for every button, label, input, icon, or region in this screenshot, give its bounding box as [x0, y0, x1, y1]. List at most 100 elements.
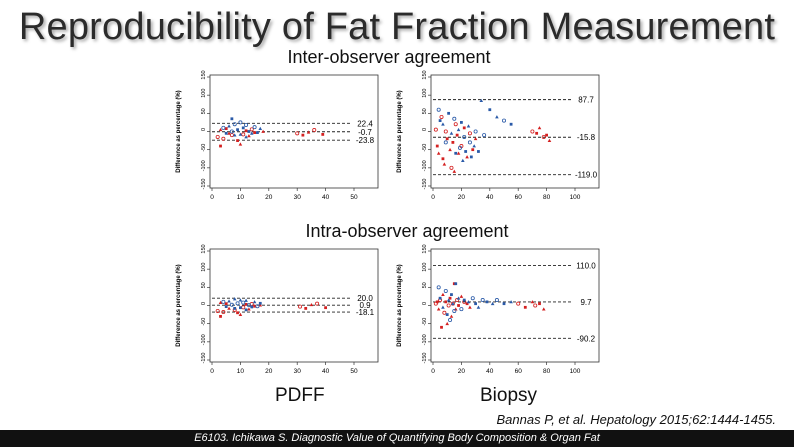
y-tick-label: 50 [201, 108, 207, 114]
footer-bar: E6103. Ichikawa S. Diagnostic Value of Q… [0, 430, 794, 447]
data-point [457, 145, 462, 150]
chart-inter-biopsy: -150 -100 -50 0 50 100 150 0 20 40 60 80 100 Differen… [397, 70, 600, 201]
y-tick-label: 50 [422, 108, 428, 114]
data-point [221, 299, 226, 304]
x-tick-label: 0 [431, 368, 435, 375]
data-point [241, 300, 246, 305]
data-point [452, 116, 457, 121]
data-point [452, 169, 457, 173]
data-point [455, 133, 459, 137]
data-point [538, 302, 541, 306]
data-point [236, 128, 239, 132]
data-point [256, 131, 259, 134]
data-point [219, 144, 222, 148]
x-tick-label: 40 [322, 368, 330, 375]
data-point [255, 304, 260, 309]
data-point [253, 304, 256, 308]
data-point [227, 124, 231, 128]
data-point [295, 131, 300, 136]
data-point [261, 129, 265, 133]
data-point [229, 129, 234, 134]
data-point [436, 107, 441, 112]
data-point [298, 304, 303, 309]
y-tick-label: 100 [422, 263, 428, 272]
data-point [471, 148, 475, 152]
y-tick-label: -50 [422, 144, 428, 152]
data-point [443, 129, 448, 134]
data-point [541, 307, 546, 311]
data-point [227, 131, 231, 135]
y-tick-label: 0 [422, 128, 428, 131]
y-tick-label: 150 [422, 70, 428, 79]
x-tick-label: 40 [486, 194, 494, 201]
data-point [229, 133, 234, 138]
data-point [238, 132, 243, 136]
data-point [258, 303, 263, 307]
data-point [238, 142, 243, 146]
data-point [535, 131, 539, 135]
x-tick-label: 100 [570, 194, 581, 201]
data-point [448, 296, 452, 300]
y-tick-label: 100 [422, 89, 428, 98]
data-point [488, 108, 492, 112]
data-point [445, 137, 449, 141]
data-point [433, 301, 438, 306]
x-tick-label: 20 [458, 368, 466, 375]
data-point [473, 129, 478, 134]
y-tick-label: 50 [201, 282, 207, 288]
data-point [442, 162, 447, 166]
data-point [221, 136, 226, 141]
data-point [444, 300, 448, 304]
data-point [219, 315, 222, 318]
data-point [462, 126, 466, 130]
data-point [321, 133, 325, 136]
data-point [445, 313, 449, 316]
data-point [241, 305, 246, 310]
y-tick-label: 150 [201, 70, 207, 79]
data-point [247, 134, 251, 138]
x-tick-label: 100 [570, 368, 581, 375]
y-tick-label: -150 [422, 352, 428, 363]
x-tick-label: 30 [294, 368, 302, 375]
data-point [530, 129, 535, 134]
x-tick-label: 10 [237, 368, 245, 375]
intra-observer-heading: Intra-observer agreement [305, 221, 509, 241]
y-tick-label: -150 [201, 352, 207, 363]
data-point [445, 321, 449, 326]
data-point [469, 155, 473, 159]
data-point [215, 308, 220, 313]
data-point [451, 301, 455, 306]
data-point [467, 140, 472, 145]
data-point [439, 114, 444, 119]
x-tick-label: 80 [543, 194, 551, 201]
y-tick-label: 0 [422, 302, 428, 305]
inter-observer-heading: Inter-observer agreement [287, 47, 491, 67]
data-point [452, 282, 456, 286]
data-point [473, 136, 478, 141]
data-point [454, 151, 458, 155]
data-point [459, 307, 464, 312]
data-point [530, 300, 535, 304]
y-axis-label: Difference as percentage (%) [397, 90, 403, 172]
data-point [247, 130, 251, 133]
chart-inter-pdff: -150 -100 -50 0 50 100 150 0 10 20 30 40 50 Differenc… [176, 70, 379, 201]
data-point [244, 308, 248, 312]
y-tick-label: 100 [201, 89, 207, 98]
y-tick-label: 100 [201, 263, 207, 272]
data-point [442, 310, 447, 315]
data-point [238, 298, 243, 302]
data-point [249, 131, 254, 135]
data-point [433, 127, 438, 132]
data-point [224, 305, 228, 308]
data-point [462, 298, 466, 302]
data-point [450, 293, 453, 296]
data-point [441, 292, 445, 296]
data-point [476, 305, 481, 309]
data-point [301, 133, 305, 137]
y-tick-label: 150 [422, 244, 428, 253]
data-point [224, 127, 228, 130]
data-point [462, 134, 467, 139]
data-point [541, 134, 546, 139]
data-point [229, 302, 234, 307]
y-tick-label: 150 [201, 244, 207, 253]
